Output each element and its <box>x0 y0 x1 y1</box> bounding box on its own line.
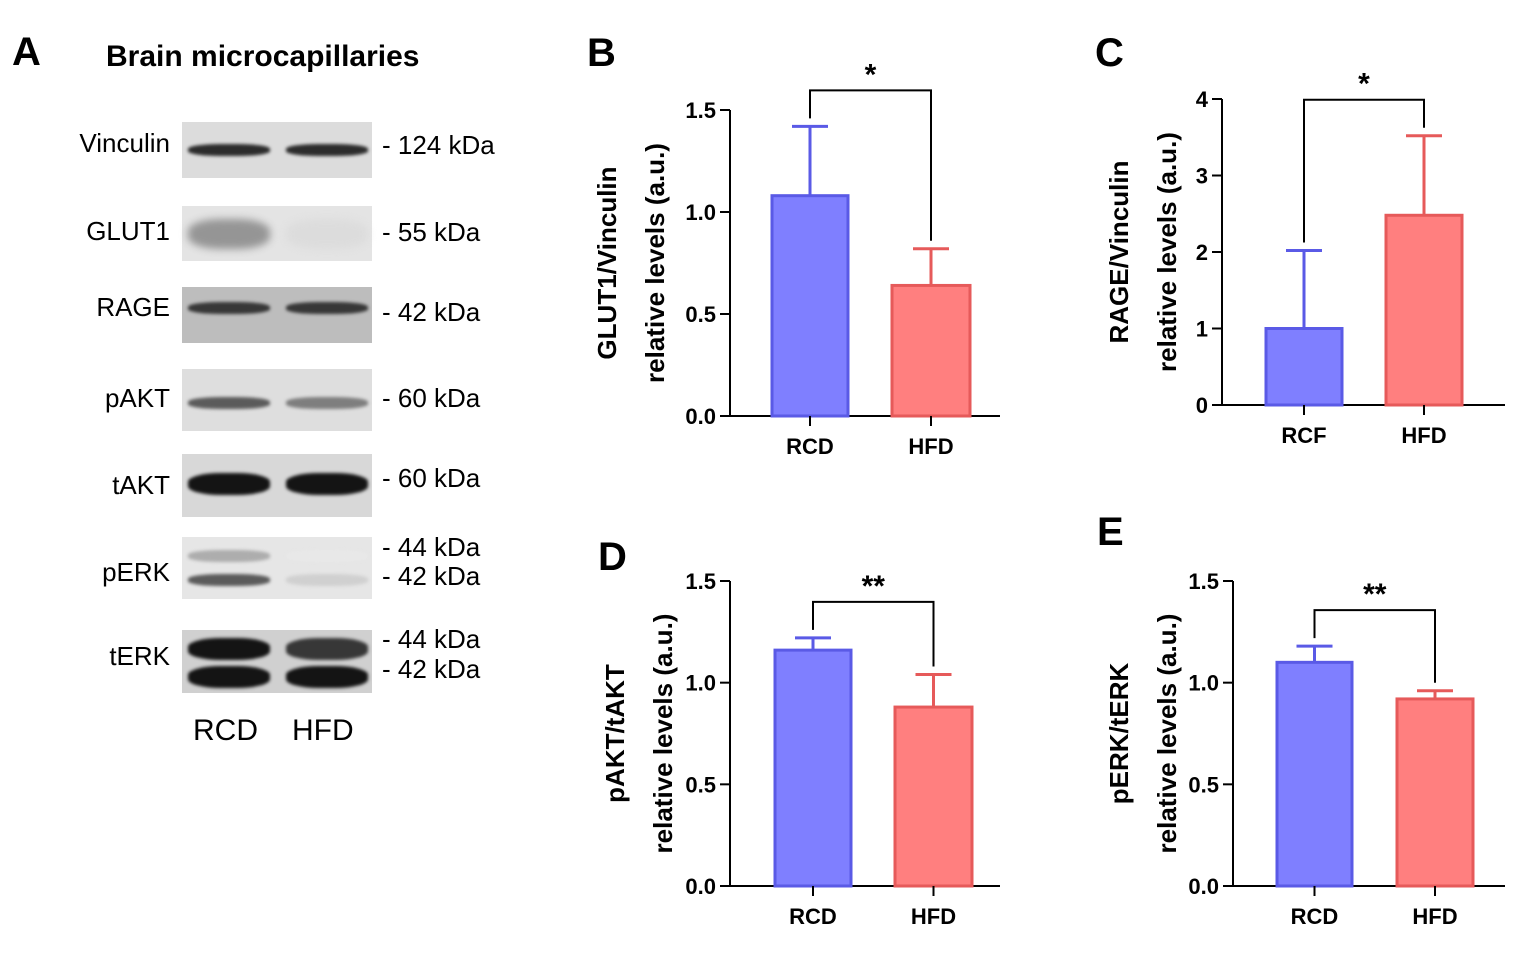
blot-row-label: tAKT <box>112 470 170 500</box>
x-tick-label: HFD <box>908 434 953 459</box>
blot-strip <box>182 537 372 599</box>
kda-label: - 44 kDa <box>382 532 481 562</box>
bar <box>893 705 974 888</box>
x-tick-label: RCD <box>1291 904 1339 929</box>
significance-bracket <box>812 600 935 667</box>
y-axis-label: relative levels (a.u.) <box>648 614 678 854</box>
y-tick-label: 0.5 <box>685 302 716 327</box>
y-tick-label: 4 <box>1196 87 1209 112</box>
blot-band <box>286 218 368 249</box>
bar <box>1384 213 1464 407</box>
panel-letter: C <box>1095 31 1124 75</box>
y-tick-label: 1.0 <box>685 671 716 696</box>
x-tick-label: HFD <box>1412 904 1457 929</box>
blot-band <box>286 397 368 410</box>
blot-band <box>286 473 368 496</box>
panel-letter: B <box>587 31 616 75</box>
y-tick-label: 1.5 <box>685 569 716 594</box>
blot-band <box>188 473 270 496</box>
significance-bracket <box>809 89 932 241</box>
kda-label: - 60 kDa <box>382 383 481 413</box>
blot-band <box>286 144 368 156</box>
y-tick-label: 0 <box>1196 393 1208 418</box>
blot-band <box>188 637 270 660</box>
y-tick-label: 1.5 <box>1188 569 1219 594</box>
y-tick-label: 0.5 <box>685 772 716 797</box>
kda-label: - 42 kDa <box>382 297 481 327</box>
kda-label: - 60 kDa <box>382 463 481 493</box>
blot-band <box>286 549 368 562</box>
y-axis-label: relative levels (a.u.) <box>1152 614 1182 854</box>
blot-row-label: pAKT <box>104 383 170 413</box>
y-axis-label: GLUT1/Vinculin <box>592 166 622 359</box>
significance-bracket <box>1313 609 1436 683</box>
significance-label: * <box>865 58 877 91</box>
significance-label: ** <box>1363 578 1387 611</box>
y-tick-label: 1 <box>1196 317 1208 342</box>
y-tick-label: 1.0 <box>685 200 716 225</box>
blot-band <box>188 218 270 249</box>
x-tick-label: RCD <box>786 434 834 459</box>
y-axis-label: relative levels (a.u.) <box>1152 132 1182 372</box>
lane-label-hfd: HFD <box>292 714 354 747</box>
blot-strip <box>182 122 372 178</box>
blot-strip <box>182 630 372 693</box>
bar <box>890 283 972 418</box>
significance-label: ** <box>862 570 886 603</box>
significance-bracket <box>1303 98 1425 243</box>
bar <box>1395 697 1475 888</box>
bar <box>1275 660 1354 888</box>
x-tick-label: RCF <box>1281 423 1326 448</box>
y-tick-label: 0.0 <box>1188 874 1219 899</box>
panel-letter: E <box>1097 510 1124 554</box>
blot-band <box>188 302 270 315</box>
blot-strip <box>182 454 372 517</box>
y-tick-label: 0.5 <box>1188 772 1219 797</box>
blot-row-label: RAGE <box>96 292 170 322</box>
y-axis-label: pAKT/tAKT <box>600 664 630 803</box>
blot-band <box>286 302 368 315</box>
x-tick-label: HFD <box>911 904 956 929</box>
y-axis-label: RAGE/Vinculin <box>1104 161 1134 344</box>
blot-band <box>286 574 368 587</box>
blot-row-label: tERK <box>109 641 170 671</box>
blot-row-label: GLUT1 <box>86 216 170 246</box>
kda-label: - 42 kDa <box>382 561 481 591</box>
significance-label: * <box>1358 68 1370 101</box>
kda-label: - 124 kDa <box>382 130 495 160</box>
blot-strip <box>182 206 372 261</box>
bar <box>770 194 850 418</box>
blot-band <box>188 549 270 562</box>
kda-label: - 55 kDa <box>382 217 481 247</box>
blot-title: Brain microcapillaries <box>106 40 420 73</box>
x-tick-label: HFD <box>1401 423 1446 448</box>
blot-band <box>286 637 368 660</box>
blot-band <box>188 666 270 689</box>
blot-band <box>188 144 270 156</box>
panel-letter: D <box>598 535 627 579</box>
blot-row-label: pERK <box>102 557 170 587</box>
kda-label: - 42 kDa <box>382 654 481 684</box>
blot-band <box>188 397 270 410</box>
blot-row-label: Vinculin <box>79 128 170 158</box>
y-axis-label: relative levels (a.u.) <box>640 143 670 383</box>
y-tick-label: 1.0 <box>1188 671 1219 696</box>
y-axis-label: pERK/tERK <box>1104 663 1134 805</box>
y-tick-label: 0.0 <box>685 874 716 899</box>
y-tick-label: 2 <box>1196 240 1208 265</box>
y-tick-label: 0.0 <box>685 404 716 429</box>
blot-band <box>188 574 270 587</box>
y-tick-label: 3 <box>1196 164 1208 189</box>
kda-label: - 44 kDa <box>382 624 481 654</box>
y-tick-label: 1.5 <box>685 98 716 123</box>
lane-label-rcd: RCD <box>193 714 258 747</box>
blot-band <box>286 666 368 689</box>
panel-letter-a: A <box>12 30 41 74</box>
bar <box>1264 327 1344 407</box>
bar <box>773 648 853 888</box>
x-tick-label: RCD <box>789 904 837 929</box>
blot-strip <box>182 369 372 431</box>
blot-strip <box>182 287 372 343</box>
